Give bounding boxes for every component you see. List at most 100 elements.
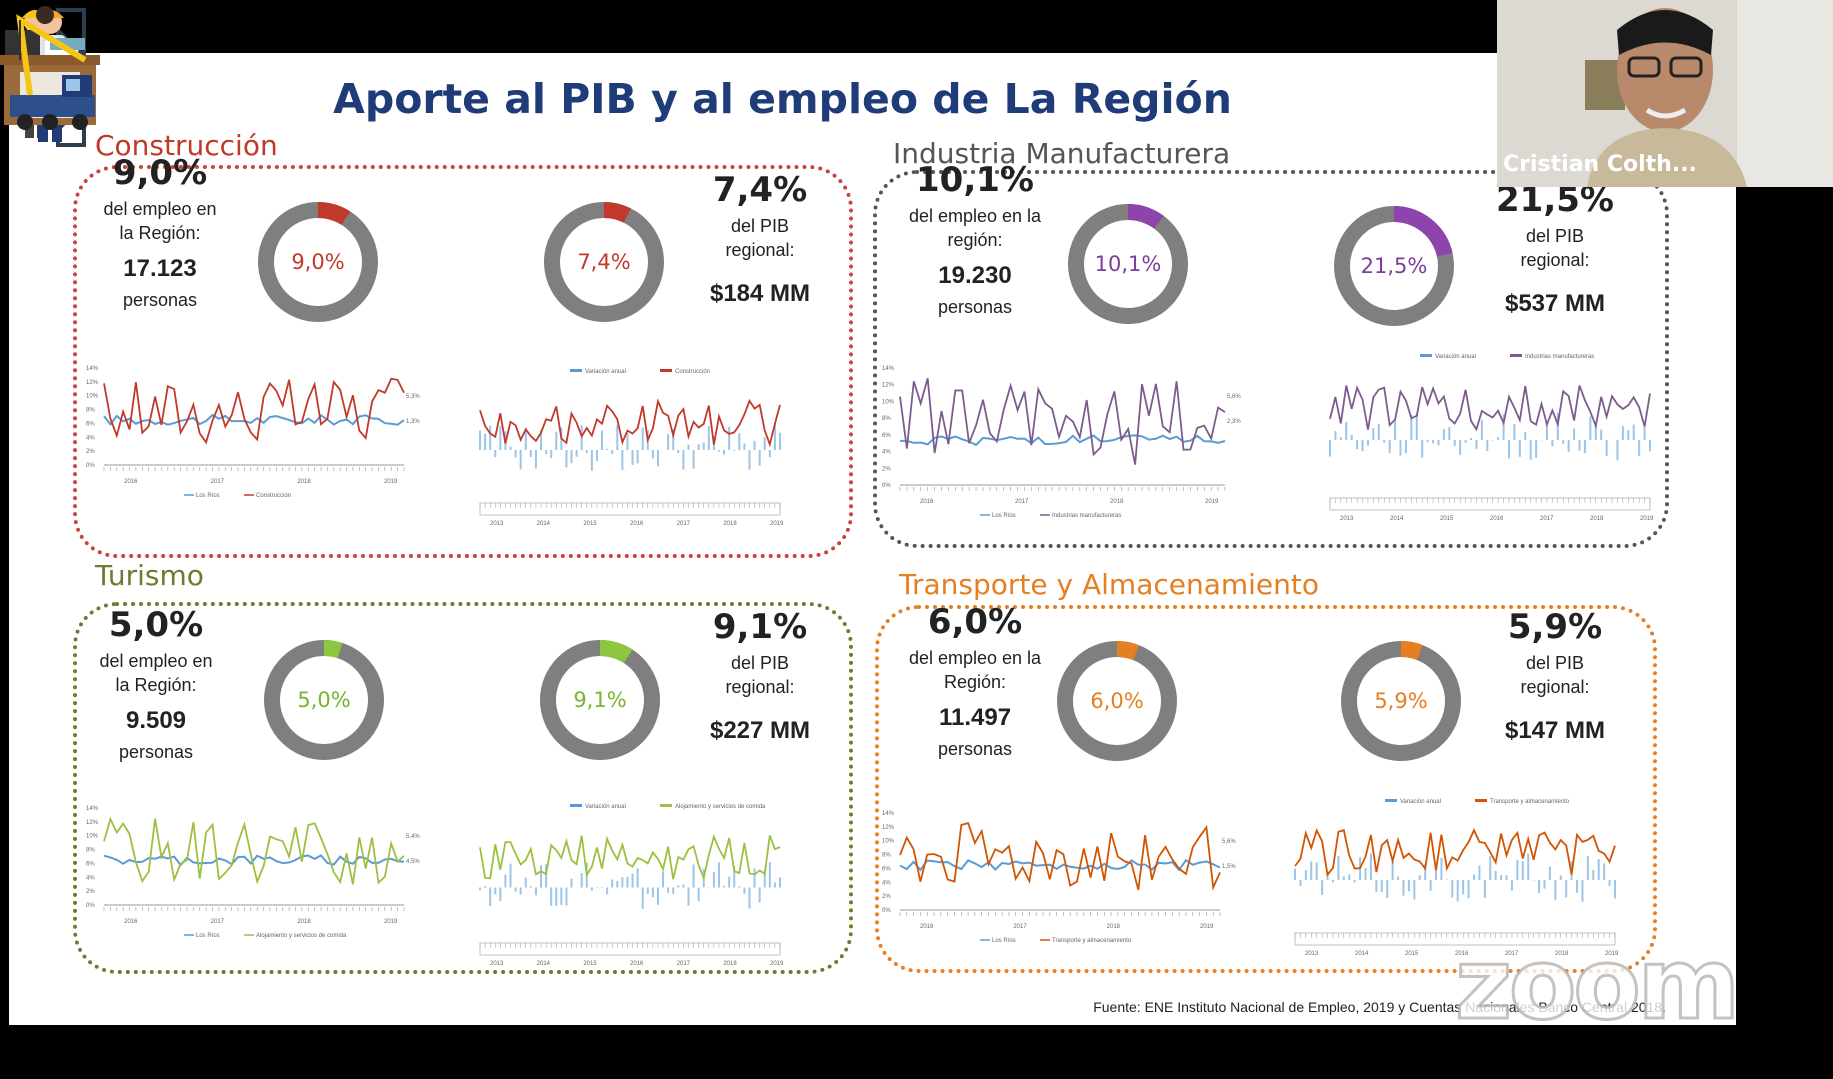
legend-label: Alojamiento y servicios de comida: [675, 804, 766, 810]
legend-label: Industrias manufactureras: [1525, 354, 1594, 360]
bar-annual-variation: [1442, 429, 1445, 440]
bar-annual-variation: [656, 887, 659, 905]
bar-annual-variation: [646, 887, 649, 894]
bar-annual-variation: [1497, 437, 1500, 440]
bar-annual-variation: [484, 433, 487, 450]
pib-text-1-industria: del PIB: [1525, 226, 1585, 246]
bar-annual-variation: [1294, 868, 1296, 880]
bar-annual-variation: [621, 450, 624, 470]
y-tick-label: 14%: [882, 366, 895, 372]
employment-text-1-industria: del empleo en la: [908, 206, 1042, 226]
year-label: 2014: [537, 521, 551, 527]
year-label: 2018: [297, 919, 311, 925]
donut-segment: [544, 202, 664, 322]
bar-annual-variation: [1399, 440, 1402, 456]
year-label: 2018: [1590, 516, 1604, 522]
bar-annual-variation: [1475, 440, 1478, 450]
bar-annual-variation: [606, 887, 609, 895]
employment-donut-transporte: 6,0%: [1057, 641, 1177, 761]
x-axis-box: [1329, 497, 1651, 511]
year-label: 2016: [1455, 951, 1469, 957]
legend-swatch: [1385, 799, 1397, 802]
bar-annual-variation: [728, 426, 731, 450]
pib-pct-transporte: 5,9%: [1507, 607, 1603, 647]
y-tick-label: 0%: [86, 903, 95, 909]
bar-annual-variation: [1567, 440, 1570, 452]
bar-annual-variation: [1538, 880, 1541, 894]
bar-annual-variation: [534, 450, 537, 469]
bar-annual-variation: [1597, 859, 1600, 880]
pib-donut-construccion: 7,4%: [544, 202, 664, 322]
y-tick-label: 10%: [86, 394, 99, 400]
bar-annual-variation: [1315, 862, 1318, 880]
bar-annual-variation: [743, 443, 746, 450]
pib-amount-transporte: $147 MM: [1504, 717, 1606, 744]
bar-annual-variation: [1480, 419, 1483, 440]
panel-turismo: [73, 602, 853, 974]
bar-annual-variation: [1489, 856, 1492, 880]
bar-annual-variation: [1350, 434, 1353, 440]
pib-text-1-construccion: del PIB: [730, 216, 790, 236]
bar-annual-variation: [616, 880, 619, 888]
bar-annual-variation: [1573, 428, 1576, 440]
bar-annual-variation: [616, 424, 619, 450]
bar-annual-variation: [677, 450, 680, 453]
year-label: 2013: [490, 961, 504, 967]
bar-annual-variation: [1510, 880, 1513, 891]
employment-donut-construccion: 9,0%: [258, 202, 378, 322]
source-note: Fuente: ENE Instituto Nacional de Empleo…: [1093, 999, 1666, 1015]
legend-label: Variación anual: [585, 804, 626, 810]
bar-annual-variation: [1353, 880, 1356, 883]
employment-trend-chart-transporte: 14% 12% 10% 8% 6% 4% 2% 0% 2016 2017 2018 2019 5,6% 1…: [882, 811, 1236, 944]
y-tick-label: 2%: [86, 449, 95, 455]
bar-annual-variation: [606, 448, 609, 450]
webcam-video[interactable]: [1497, 0, 1833, 187]
panel-industria: [873, 170, 1669, 548]
bar-annual-variation: [662, 871, 665, 888]
zoom-watermark: zoom: [1454, 927, 1742, 1044]
bar-annual-variation: [1521, 861, 1524, 880]
bar-annual-variation: [753, 440, 756, 450]
year-label: 2019: [1205, 499, 1219, 505]
bar-annual-variation: [555, 887, 558, 907]
pib-donut-transporte: 5,9%: [1341, 641, 1461, 761]
bar-annual-variation: [580, 873, 583, 888]
bar-annual-variation: [1494, 871, 1497, 880]
bar-annual-variation: [499, 887, 502, 902]
bar-annual-variation: [1483, 880, 1486, 898]
gdp-trend-chart-turismo: Variación anual Alojamiento y servicios d…: [479, 804, 784, 967]
bar-annual-variation: [1437, 440, 1440, 446]
bar-annual-variation: [651, 450, 654, 459]
bar-annual-variation: [707, 887, 710, 889]
bar-annual-variation: [1424, 863, 1427, 880]
bar-annual-variation: [545, 450, 548, 455]
bar-annual-variation: [651, 887, 654, 898]
y-tick-label: 10%: [882, 839, 895, 845]
bar-annual-variation: [1586, 856, 1589, 880]
bar-annual-variation: [636, 450, 639, 464]
bar-annual-variation: [1394, 418, 1397, 440]
bar-annual-variation: [1464, 440, 1467, 443]
bar-annual-variation: [1524, 431, 1527, 440]
bar-annual-variation: [1643, 423, 1646, 440]
pib-text-1-transporte: del PIB: [1525, 653, 1585, 673]
employment-text-1-turismo: del empleo en: [99, 651, 213, 671]
bar-annual-variation: [768, 450, 771, 458]
y-tick-label: 0%: [86, 463, 95, 469]
bar-annual-variation: [524, 427, 527, 450]
legend-label: Alojamiento y servicios de comida: [256, 933, 347, 939]
bar-annual-variation: [758, 887, 761, 903]
bar-annual-variation: [601, 886, 604, 888]
slide-title: Aporte al PIB y al empleo de La Región: [333, 75, 1232, 123]
pib-pct-construccion: 7,4%: [712, 170, 808, 210]
donut-segment: [1068, 204, 1188, 324]
employment-text-2-industria: región:: [947, 230, 1003, 250]
bar-annual-variation: [763, 869, 766, 888]
bar-annual-variation: [1331, 880, 1334, 883]
year-label: 2015: [583, 961, 597, 967]
year-label: 2015: [583, 521, 597, 527]
panel-construccion: [73, 165, 853, 558]
year-label: 2016: [630, 961, 644, 967]
year-label: 2019: [384, 479, 398, 485]
bar-annual-variation: [641, 887, 644, 909]
